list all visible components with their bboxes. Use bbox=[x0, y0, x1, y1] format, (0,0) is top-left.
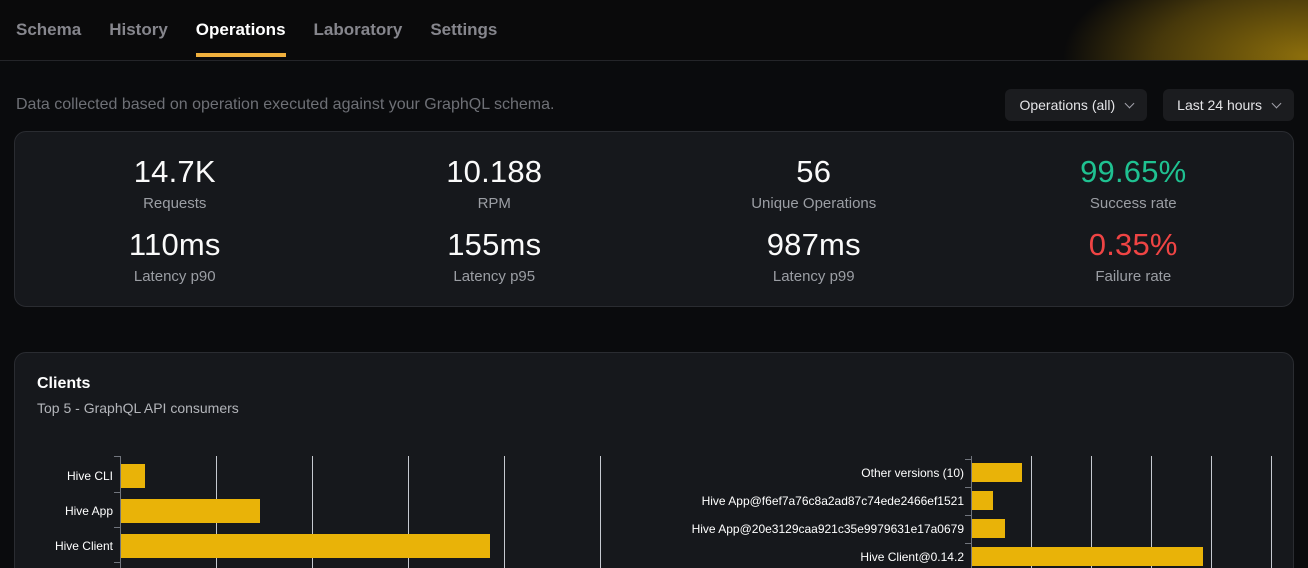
bar[interactable] bbox=[121, 534, 490, 558]
bar[interactable] bbox=[121, 464, 145, 488]
clients-card: Clients Top 5 - GraphQL API consumers Hi… bbox=[14, 352, 1294, 568]
operations-filter-label: Operations (all) bbox=[1019, 97, 1116, 113]
axis-tick bbox=[114, 526, 120, 528]
tab-laboratory[interactable]: Laboratory bbox=[313, 20, 403, 39]
axis-tick bbox=[114, 456, 120, 457]
clients-card-subtitle: Top 5 - GraphQL API consumers bbox=[37, 400, 239, 416]
toolbar-filters: Operations (all) Last 24 hours bbox=[1005, 89, 1294, 121]
bar-category-label: Hive CLI bbox=[66, 469, 113, 483]
stat-latency-p90-label: Latency p90 bbox=[133, 267, 216, 285]
bar[interactable] bbox=[972, 547, 1203, 566]
tab-settings[interactable]: Settings bbox=[430, 20, 498, 39]
stat-requests: 14.7K Requests bbox=[15, 146, 335, 219]
gridline bbox=[312, 456, 313, 568]
stat-latency-p95: 155ms Latency p95 bbox=[335, 219, 655, 292]
stat-success-rate-label: Success rate bbox=[1089, 194, 1177, 212]
stat-rpm: 10.188 RPM bbox=[335, 146, 655, 219]
stat-success-rate-value: 99.65% bbox=[1080, 153, 1187, 189]
stat-unique-operations-label: Unique Operations bbox=[751, 194, 877, 212]
y-axis-line bbox=[120, 456, 121, 568]
tab-history[interactable]: History bbox=[109, 20, 168, 39]
gridline bbox=[1151, 456, 1152, 568]
stat-latency-p95-value: 155ms bbox=[447, 226, 542, 262]
stat-success-rate: 99.65% Success rate bbox=[974, 146, 1294, 219]
stat-latency-p90: 110ms Latency p90 bbox=[15, 219, 335, 292]
gridline bbox=[1031, 456, 1032, 568]
stat-failure-rate: 0.35% Failure rate bbox=[974, 219, 1294, 292]
period-filter-dropdown[interactable]: Last 24 hours bbox=[1163, 89, 1294, 121]
stat-failure-rate-label: Failure rate bbox=[1095, 267, 1172, 285]
clients-bar-charts: Hive CLI Hive App Hive Client Other version… bbox=[15, 451, 1293, 568]
gridline bbox=[600, 456, 601, 568]
toolbar: Data collected based on operation execut… bbox=[0, 61, 1308, 131]
bar-category-label: Hive App@20e3129caa921c35e9979631e17a067… bbox=[691, 521, 964, 536]
axis-tick bbox=[965, 486, 971, 488]
gridline bbox=[1271, 456, 1272, 568]
axis-tick bbox=[114, 561, 120, 563]
stats-overview-card: 14.7K Requests 10.188 RPM 56 Unique Oper… bbox=[14, 131, 1294, 307]
tab-schema[interactable]: Schema bbox=[16, 20, 82, 39]
stat-requests-value: 14.7K bbox=[133, 153, 216, 189]
bar[interactable] bbox=[972, 463, 1022, 482]
nav-tabs: Schema History Operations Laboratory Set… bbox=[0, 0, 525, 60]
stat-latency-p99: 987ms Latency p99 bbox=[654, 219, 974, 292]
bar-category-label: Other versions (10) bbox=[861, 465, 964, 480]
stat-latency-p99-value: 987ms bbox=[766, 226, 861, 262]
top-navigation: Schema History Operations Laboratory Set… bbox=[0, 0, 1308, 61]
stat-latency-p99-label: Latency p99 bbox=[772, 267, 855, 285]
bar-category-label: Hive Client bbox=[54, 539, 113, 553]
operations-filter-dropdown[interactable]: Operations (all) bbox=[1005, 89, 1148, 121]
clients-card-title: Clients bbox=[37, 375, 91, 392]
stat-latency-p95-label: Latency p95 bbox=[453, 267, 536, 285]
y-axis-line bbox=[971, 456, 972, 568]
gridline bbox=[504, 456, 505, 568]
stat-rpm-value: 10.188 bbox=[446, 153, 543, 189]
bar[interactable] bbox=[972, 519, 1005, 538]
bar-category-label: Hive App bbox=[64, 504, 113, 518]
page-description: Data collected based on operation execut… bbox=[16, 96, 555, 113]
gridline bbox=[1091, 456, 1092, 568]
bar-category-label: Hive App@f6ef7a76c8a2ad87c74ede2466ef152… bbox=[701, 493, 964, 508]
axis-tick bbox=[965, 458, 971, 460]
gridline bbox=[408, 456, 409, 568]
chevron-down-icon bbox=[1124, 98, 1135, 108]
tab-operations[interactable]: Operations bbox=[195, 0, 286, 60]
stat-latency-p90-value: 110ms bbox=[128, 226, 221, 262]
stat-unique-operations: 56 Unique Operations bbox=[654, 146, 974, 219]
axis-tick bbox=[114, 491, 120, 493]
bar[interactable] bbox=[121, 499, 260, 523]
bar[interactable] bbox=[972, 491, 993, 510]
period-filter-label: Last 24 hours bbox=[1177, 97, 1262, 113]
stat-requests-label: Requests bbox=[143, 194, 207, 212]
chevron-down-icon bbox=[1271, 98, 1282, 108]
stat-failure-rate-value: 0.35% bbox=[1088, 226, 1178, 262]
stat-unique-operations-value: 56 bbox=[796, 153, 832, 189]
axis-tick bbox=[965, 542, 971, 544]
gridline bbox=[1211, 456, 1212, 568]
stat-rpm-label: RPM bbox=[477, 194, 511, 212]
bar-category-label: Hive Client@0.14.2 bbox=[860, 549, 964, 564]
axis-tick bbox=[965, 514, 971, 516]
